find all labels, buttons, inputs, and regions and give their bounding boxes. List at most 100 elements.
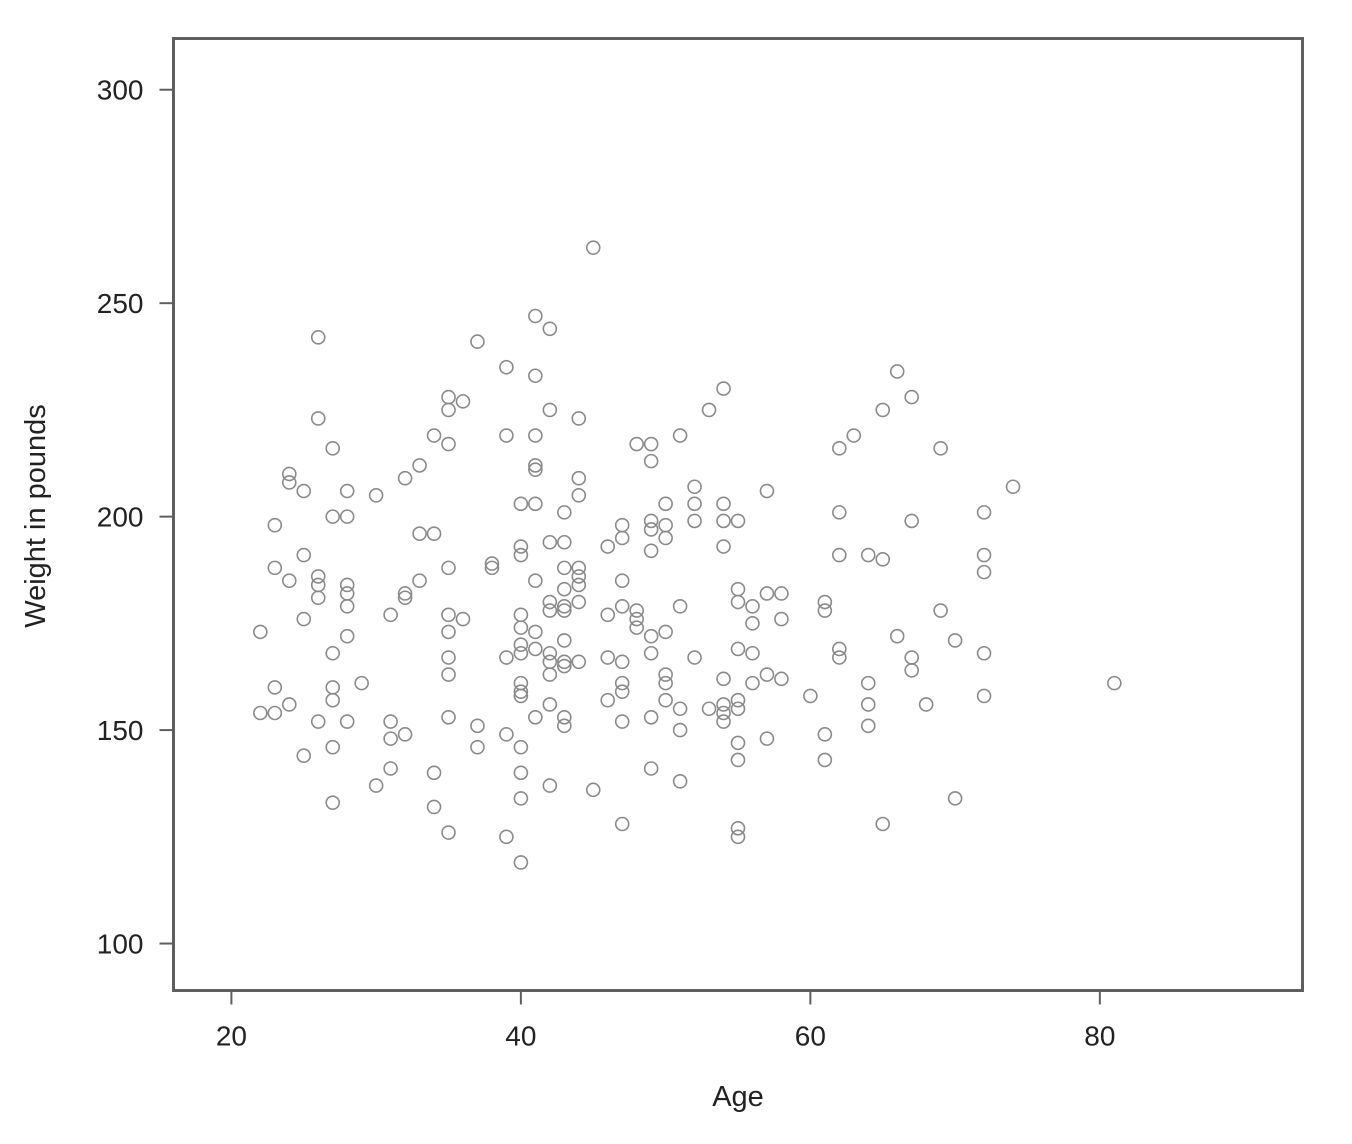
data-point xyxy=(658,675,673,691)
data-point xyxy=(513,496,529,512)
data-point xyxy=(875,402,891,418)
data-point xyxy=(759,731,775,746)
data-point xyxy=(426,765,442,781)
data-point xyxy=(976,564,992,580)
data-point xyxy=(643,543,659,559)
y-tick-label: 100 xyxy=(97,929,144,960)
data-point xyxy=(542,534,558,550)
data-point xyxy=(672,774,688,789)
data-point xyxy=(860,675,876,691)
data-point xyxy=(325,645,341,661)
data-point xyxy=(542,603,558,618)
y-tick-label: 250 xyxy=(97,288,144,319)
data-point xyxy=(803,688,818,704)
data-point xyxy=(933,603,948,618)
data-point xyxy=(614,530,630,546)
data-point xyxy=(281,697,297,712)
data-point xyxy=(470,718,485,734)
data-point xyxy=(470,334,485,349)
data-point xyxy=(542,321,558,337)
data-point xyxy=(339,577,355,593)
data-point xyxy=(832,505,847,520)
data-point xyxy=(310,569,326,584)
data-point xyxy=(325,509,341,524)
data-point xyxy=(513,688,529,704)
data-point xyxy=(643,645,659,661)
data-point xyxy=(267,560,283,576)
data-point xyxy=(875,552,891,567)
data-point xyxy=(629,620,644,635)
data-point xyxy=(846,428,862,443)
data-point xyxy=(441,436,456,452)
data-point xyxy=(528,462,543,477)
data-point xyxy=(542,778,558,793)
data-point xyxy=(658,624,673,640)
data-point xyxy=(716,714,731,729)
data-point xyxy=(528,428,543,443)
data-point xyxy=(513,739,529,755)
plot-frame xyxy=(172,37,1304,992)
data-point xyxy=(412,573,427,588)
data-point xyxy=(976,645,992,661)
data-point xyxy=(672,722,688,738)
data-point xyxy=(528,573,543,588)
data-point xyxy=(687,650,702,665)
data-point xyxy=(933,441,948,456)
data-point xyxy=(730,581,746,597)
data-point xyxy=(904,663,919,678)
data-point xyxy=(716,697,731,712)
data-point xyxy=(513,637,529,653)
data-point xyxy=(716,705,731,721)
data-point xyxy=(745,616,760,631)
data-point xyxy=(267,680,283,695)
data-point xyxy=(513,645,529,661)
data-point xyxy=(325,692,341,708)
data-point xyxy=(701,701,717,717)
data-point xyxy=(614,517,630,533)
data-point xyxy=(629,436,644,452)
data-point xyxy=(557,581,572,597)
data-point xyxy=(571,594,587,610)
data-point xyxy=(672,701,688,717)
x-tick-label: 40 xyxy=(505,1021,536,1052)
data-point xyxy=(339,598,355,614)
data-point xyxy=(513,620,529,635)
data-point xyxy=(397,470,413,486)
data-point xyxy=(759,483,775,499)
data-point xyxy=(687,496,702,512)
data-point xyxy=(904,513,919,529)
data-point xyxy=(542,645,558,661)
data-point xyxy=(499,428,514,443)
data-point xyxy=(310,714,326,729)
data-point xyxy=(383,607,398,623)
data-point xyxy=(716,513,731,529)
data-point xyxy=(832,441,847,456)
data-point xyxy=(455,394,471,409)
data-point xyxy=(643,513,659,529)
data-point xyxy=(513,607,529,623)
data-point xyxy=(889,364,905,379)
data-point xyxy=(730,701,746,717)
data-point xyxy=(557,654,572,670)
data-point xyxy=(513,765,529,781)
data-point xyxy=(310,411,326,426)
data-point xyxy=(557,718,572,734)
data-point xyxy=(339,714,355,729)
x-tick-label: 60 xyxy=(795,1021,826,1052)
data-point xyxy=(296,547,312,563)
data-points xyxy=(253,240,1122,870)
data-point xyxy=(513,791,529,806)
data-point xyxy=(528,496,543,512)
x-axis-title: Age xyxy=(712,1081,764,1113)
data-point xyxy=(571,560,587,576)
data-point xyxy=(629,603,644,618)
data-point xyxy=(817,594,833,610)
data-point xyxy=(759,586,775,601)
data-point xyxy=(557,598,572,614)
data-point xyxy=(976,688,992,704)
data-point xyxy=(730,829,746,845)
data-point xyxy=(687,513,702,529)
data-point xyxy=(976,505,992,520)
data-point xyxy=(745,675,760,691)
data-point xyxy=(716,381,731,396)
